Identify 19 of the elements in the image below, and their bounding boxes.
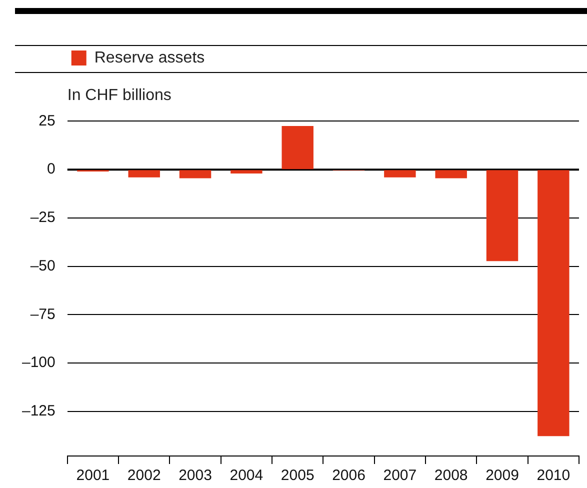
y-tick-label: –100 — [22, 354, 56, 372]
x-tick-label: 2001 — [76, 467, 110, 484]
y-tick-label: 25 — [38, 112, 56, 130]
y-tick-label: –25 — [30, 209, 56, 226]
x-tick-label: 2004 — [230, 467, 264, 484]
y-axis-title: In CHF billions — [67, 87, 172, 104]
x-tick-label: 2007 — [383, 467, 417, 484]
y-tick-label: 0 — [47, 160, 56, 178]
x-tick-label: 2005 — [280, 467, 314, 484]
y-tick-label: –50 — [30, 257, 56, 274]
y-tick-label: –75 — [30, 306, 56, 323]
x-tick-label: 2009 — [486, 467, 519, 484]
x-tick-label: 2003 — [178, 467, 212, 484]
x-tick-label: 2006 — [332, 467, 366, 484]
x-tick-label: 2010 — [536, 467, 570, 484]
legend-label: Reserve assets — [94, 49, 205, 66]
y-tick-label: –125 — [22, 402, 56, 420]
x-tick-label: 2008 — [434, 467, 468, 484]
x-tick-label: 2002 — [127, 467, 161, 484]
